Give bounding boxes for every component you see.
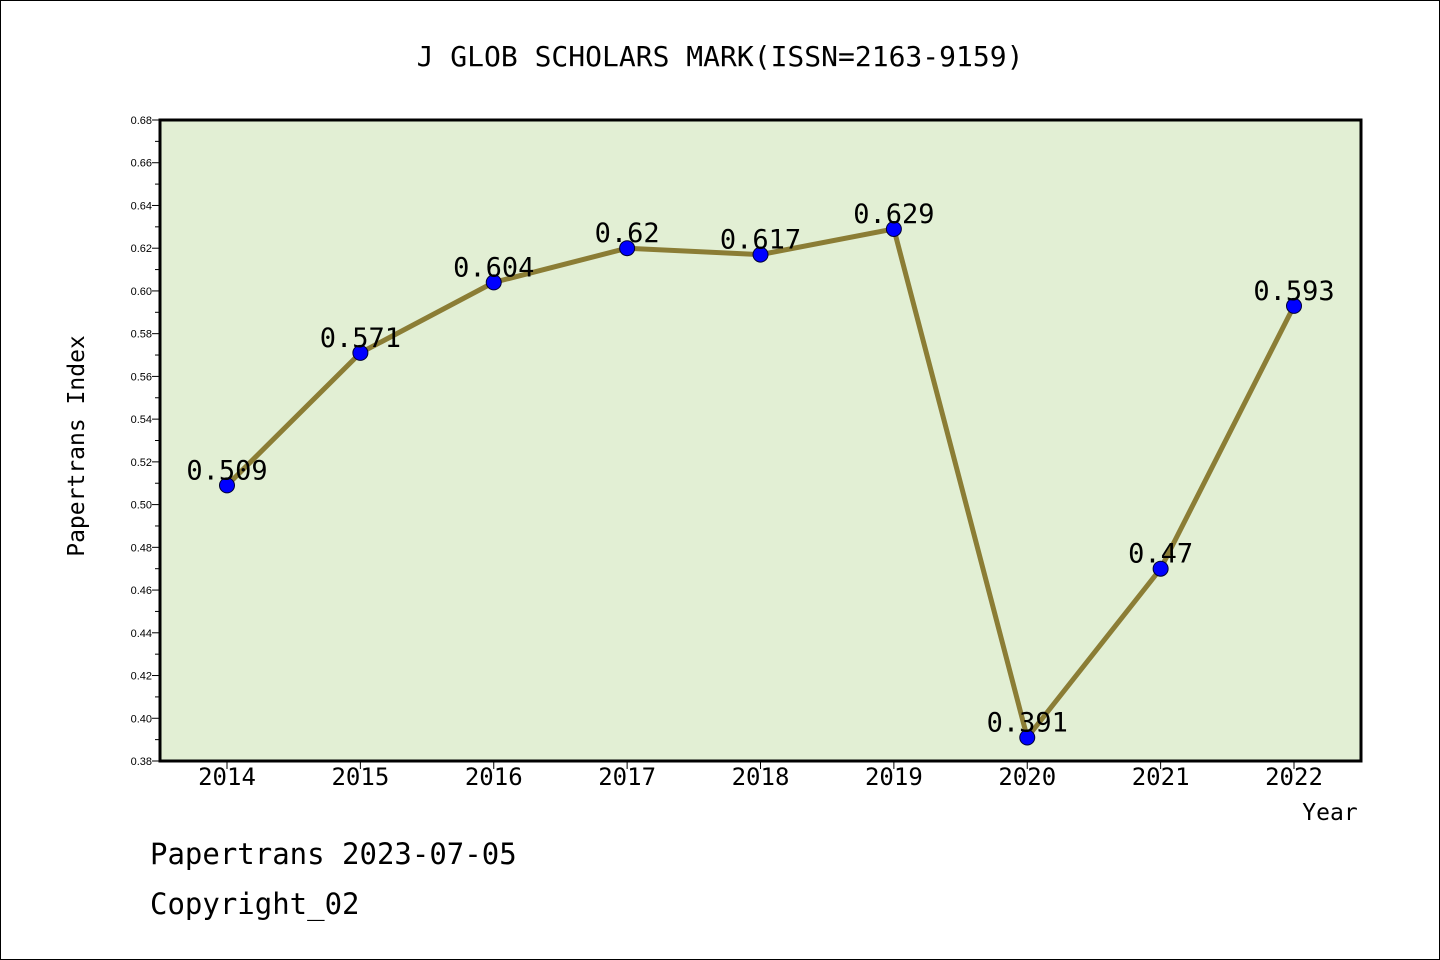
plot-area xyxy=(158,118,1363,763)
data-label: 0.571 xyxy=(320,323,401,354)
y-tick-label: 0.60 xyxy=(131,286,152,298)
data-label: 0.47 xyxy=(1128,539,1193,570)
y-tick-label: 0.48 xyxy=(131,542,152,554)
chart-title: J GLOB SCHOLARS MARK(ISSN=2163-9159) xyxy=(417,40,1024,73)
data-label: 0.604 xyxy=(453,252,534,283)
y-tick-label: 0.54 xyxy=(131,414,152,426)
data-point xyxy=(619,240,636,257)
footer-copyright: Copyright_02 xyxy=(150,887,360,922)
data-point xyxy=(352,344,369,361)
footer-date: Papertrans 2023-07-05 xyxy=(150,837,517,871)
data-labels: 0.509 0.571 0.604 0.62 0.617 0.629 0.391 0.47 0.… xyxy=(186,199,1334,739)
data-point xyxy=(1152,560,1169,577)
y-tick-label: 0.62 xyxy=(131,243,152,255)
y-tick-label: 0.40 xyxy=(131,713,152,725)
y-tick-label: 0.42 xyxy=(131,671,152,683)
series-markers xyxy=(219,220,1302,746)
x-tick-label: 2018 xyxy=(732,763,790,791)
data-point xyxy=(1286,297,1302,314)
data-label: 0.62 xyxy=(595,218,660,249)
x-axis: 2014 2015 2016 2017 2018 2019 2020 2021 2022 xyxy=(198,761,1323,791)
data-label: 0.617 xyxy=(720,225,801,256)
y-tick-label: 0.52 xyxy=(131,457,152,469)
data-point xyxy=(1019,729,1036,746)
x-tick-label: 2016 xyxy=(465,763,523,791)
data-label: 0.593 xyxy=(1253,276,1334,307)
data-point xyxy=(752,246,769,263)
y-tick-label: 0.44 xyxy=(131,628,152,640)
x-tick-label: 2019 xyxy=(865,763,923,791)
y-tick-label: 0.50 xyxy=(131,500,152,512)
data-label: 0.629 xyxy=(853,199,934,230)
y-tick-label: 0.66 xyxy=(131,158,152,170)
y-axis: 0.38 0.40 0.42 0.44 0.46 0.48 0.50 0.52 0.54 0.56… xyxy=(131,115,160,768)
y-tick-label: 0.64 xyxy=(131,200,152,212)
x-tick-label: 2020 xyxy=(998,763,1056,791)
data-point xyxy=(885,220,902,237)
y-tick-label: 0.46 xyxy=(131,585,152,597)
x-tick-label: 2022 xyxy=(1265,763,1323,791)
y-tick-label: 0.58 xyxy=(131,329,152,341)
y-tick-label: 0.56 xyxy=(131,371,152,383)
y-tick-label: 0.38 xyxy=(131,756,152,768)
data-label: 0.391 xyxy=(987,707,1068,738)
data-label: 0.509 xyxy=(186,455,267,486)
y-axis-label: Papertrans Index xyxy=(64,335,90,557)
data-point xyxy=(485,274,502,291)
x-tick-label: 2015 xyxy=(331,763,389,791)
x-tick-label: 2017 xyxy=(598,763,656,791)
x-tick-label: 2014 xyxy=(198,763,256,791)
y-tick-label: 0.68 xyxy=(131,115,152,127)
x-axis-label: Year xyxy=(1302,800,1357,826)
x-tick-label: 2021 xyxy=(1132,763,1190,791)
data-point xyxy=(219,477,235,494)
